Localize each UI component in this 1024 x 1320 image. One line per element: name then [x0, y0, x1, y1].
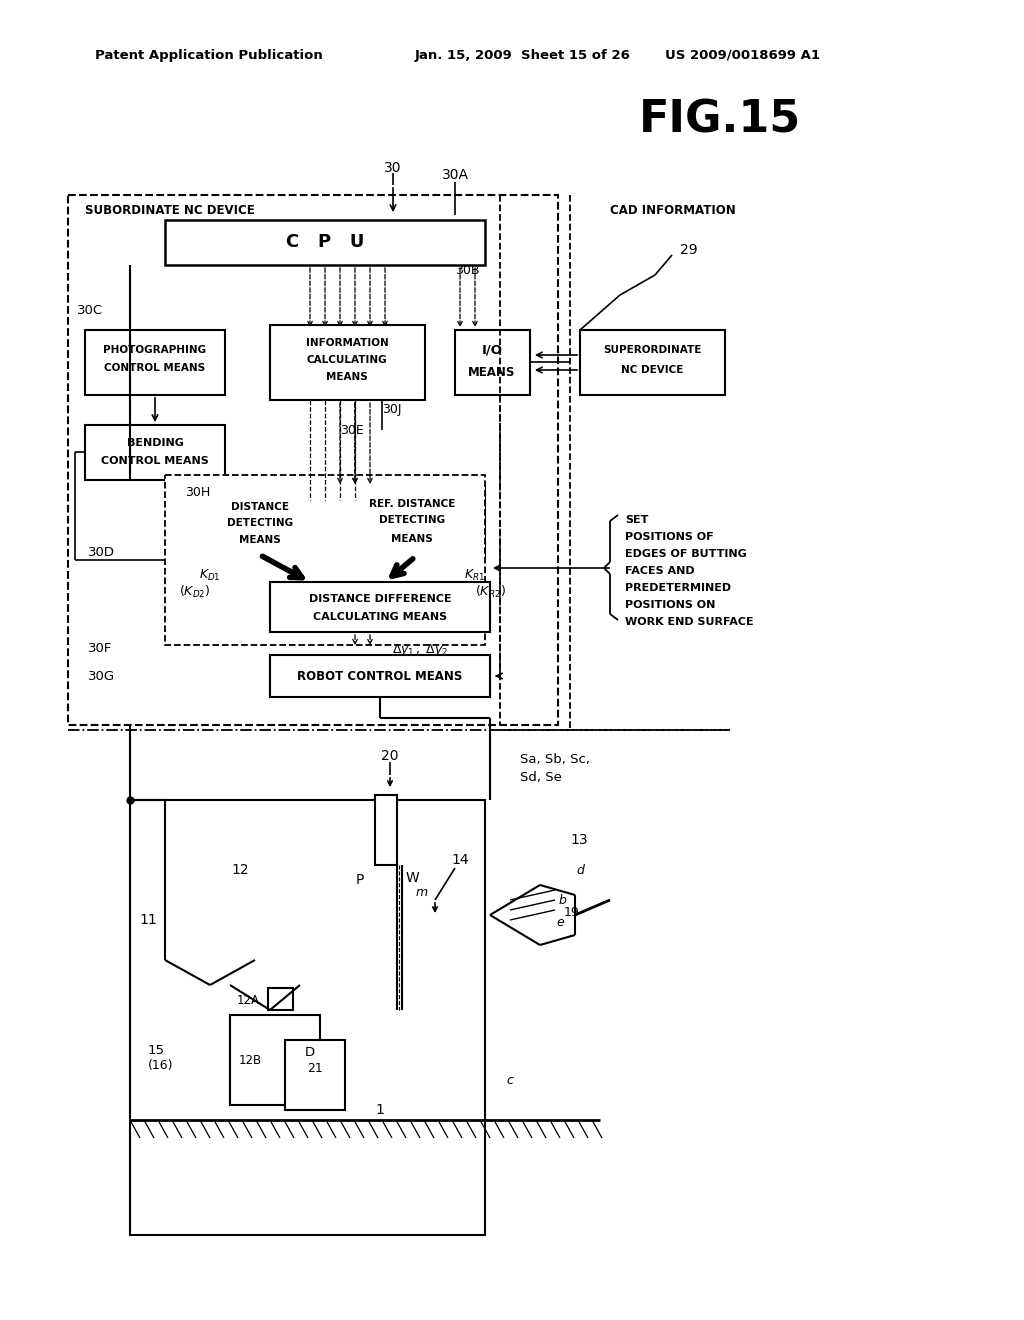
Text: BENDING: BENDING	[127, 438, 183, 447]
Text: INFORMATION: INFORMATION	[305, 338, 388, 348]
Text: 30D: 30D	[88, 546, 115, 560]
Text: b: b	[558, 894, 566, 907]
Bar	[270, 582, 490, 632]
Text: d: d	[577, 863, 584, 876]
Bar	[165, 220, 485, 265]
Text: 20: 20	[381, 748, 398, 763]
Text: SET: SET	[625, 515, 648, 525]
Text: 30G: 30G	[88, 669, 115, 682]
Text: 29: 29	[680, 243, 697, 257]
Text: c: c	[507, 1073, 513, 1086]
Text: DETECTING: DETECTING	[227, 517, 293, 528]
Text: CAD INFORMATION: CAD INFORMATION	[610, 203, 736, 216]
Bar	[375, 795, 397, 865]
Bar	[270, 325, 425, 400]
Bar	[85, 330, 225, 395]
Text: EDGES OF BUTTING: EDGES OF BUTTING	[625, 549, 746, 558]
Text: D: D	[305, 1045, 315, 1059]
Text: MEANS: MEANS	[326, 372, 368, 381]
Bar	[200, 490, 319, 554]
Text: 21: 21	[307, 1061, 323, 1074]
Text: $(K_{R2})$: $(K_{R2})$	[474, 583, 506, 601]
Text: POSITIONS ON: POSITIONS ON	[625, 601, 716, 610]
Text: FIG.15: FIG.15	[639, 99, 801, 141]
Bar	[455, 330, 530, 395]
Text: 19: 19	[564, 906, 580, 919]
Text: US 2009/0018699 A1: US 2009/0018699 A1	[665, 49, 820, 62]
Bar	[340, 487, 485, 557]
Text: $K_{D1}$: $K_{D1}$	[199, 568, 221, 582]
Text: 30A: 30A	[441, 168, 469, 182]
Text: 30B: 30B	[455, 264, 479, 276]
Text: Sd, Se: Sd, Se	[520, 771, 562, 784]
Text: 30F: 30F	[88, 642, 113, 655]
Bar	[268, 987, 293, 1010]
Text: 11: 11	[139, 913, 157, 927]
Text: $(K_{D2})$: $(K_{D2})$	[179, 583, 211, 601]
Bar	[130, 800, 485, 1236]
Text: 13: 13	[570, 833, 588, 847]
Bar	[285, 1040, 345, 1110]
Text: SUBORDINATE NC DEVICE: SUBORDINATE NC DEVICE	[85, 203, 255, 216]
Text: 12: 12	[231, 863, 249, 876]
Text: 30H: 30H	[185, 486, 210, 499]
Text: FACES AND: FACES AND	[625, 566, 694, 576]
Text: 15: 15	[148, 1044, 165, 1056]
Text: W: W	[406, 871, 419, 884]
Text: 30: 30	[384, 161, 401, 176]
Text: MEANS: MEANS	[240, 535, 281, 545]
Text: e: e	[556, 916, 564, 928]
Text: 30E: 30E	[340, 424, 364, 437]
Text: $\Delta y_1\,,\;\Delta y_2$: $\Delta y_1\,,\;\Delta y_2$	[392, 642, 449, 657]
Bar	[85, 425, 225, 480]
Text: 1: 1	[376, 1104, 384, 1117]
Text: 12B: 12B	[239, 1053, 261, 1067]
Text: PHOTOGRAPHING: PHOTOGRAPHING	[103, 345, 207, 355]
Text: $K_{R1}$: $K_{R1}$	[465, 568, 485, 582]
Text: m: m	[416, 887, 428, 899]
Text: 30C: 30C	[77, 304, 103, 317]
Text: WORK END SURFACE: WORK END SURFACE	[625, 616, 754, 627]
Text: 30J: 30J	[382, 404, 401, 417]
Text: REF. DISTANCE: REF. DISTANCE	[369, 499, 456, 510]
Text: MEANS: MEANS	[391, 535, 433, 544]
Text: SUPERORDINATE: SUPERORDINATE	[603, 345, 701, 355]
Text: DISTANCE: DISTANCE	[231, 502, 289, 512]
Text: Patent Application Publication: Patent Application Publication	[95, 49, 323, 62]
Text: P: P	[355, 873, 365, 887]
Text: 14: 14	[452, 853, 469, 867]
Bar	[580, 330, 725, 395]
Text: (16): (16)	[148, 1059, 173, 1072]
Text: CALCULATING: CALCULATING	[306, 355, 387, 366]
Text: POSITIONS OF: POSITIONS OF	[625, 532, 714, 543]
Text: DETECTING: DETECTING	[379, 515, 445, 525]
Bar	[230, 1015, 319, 1105]
Bar	[68, 195, 558, 725]
Text: Jan. 15, 2009  Sheet 15 of 26: Jan. 15, 2009 Sheet 15 of 26	[415, 49, 631, 62]
Text: NC DEVICE: NC DEVICE	[621, 366, 683, 375]
Text: 12A: 12A	[237, 994, 259, 1006]
Text: Sa, Sb, Sc,: Sa, Sb, Sc,	[520, 754, 590, 767]
Text: CALCULATING MEANS: CALCULATING MEANS	[313, 612, 447, 622]
Text: PREDETERMINED: PREDETERMINED	[625, 583, 731, 593]
Text: C   P   U: C P U	[286, 234, 365, 251]
Bar	[165, 475, 485, 645]
Text: CONTROL MEANS: CONTROL MEANS	[101, 455, 209, 466]
Bar	[270, 655, 490, 697]
Text: DISTANCE DIFFERENCE: DISTANCE DIFFERENCE	[308, 594, 452, 605]
Text: CONTROL MEANS: CONTROL MEANS	[104, 363, 206, 374]
Text: ROBOT CONTROL MEANS: ROBOT CONTROL MEANS	[297, 669, 463, 682]
Text: I/O: I/O	[481, 343, 503, 356]
Text: MEANS: MEANS	[468, 366, 516, 379]
